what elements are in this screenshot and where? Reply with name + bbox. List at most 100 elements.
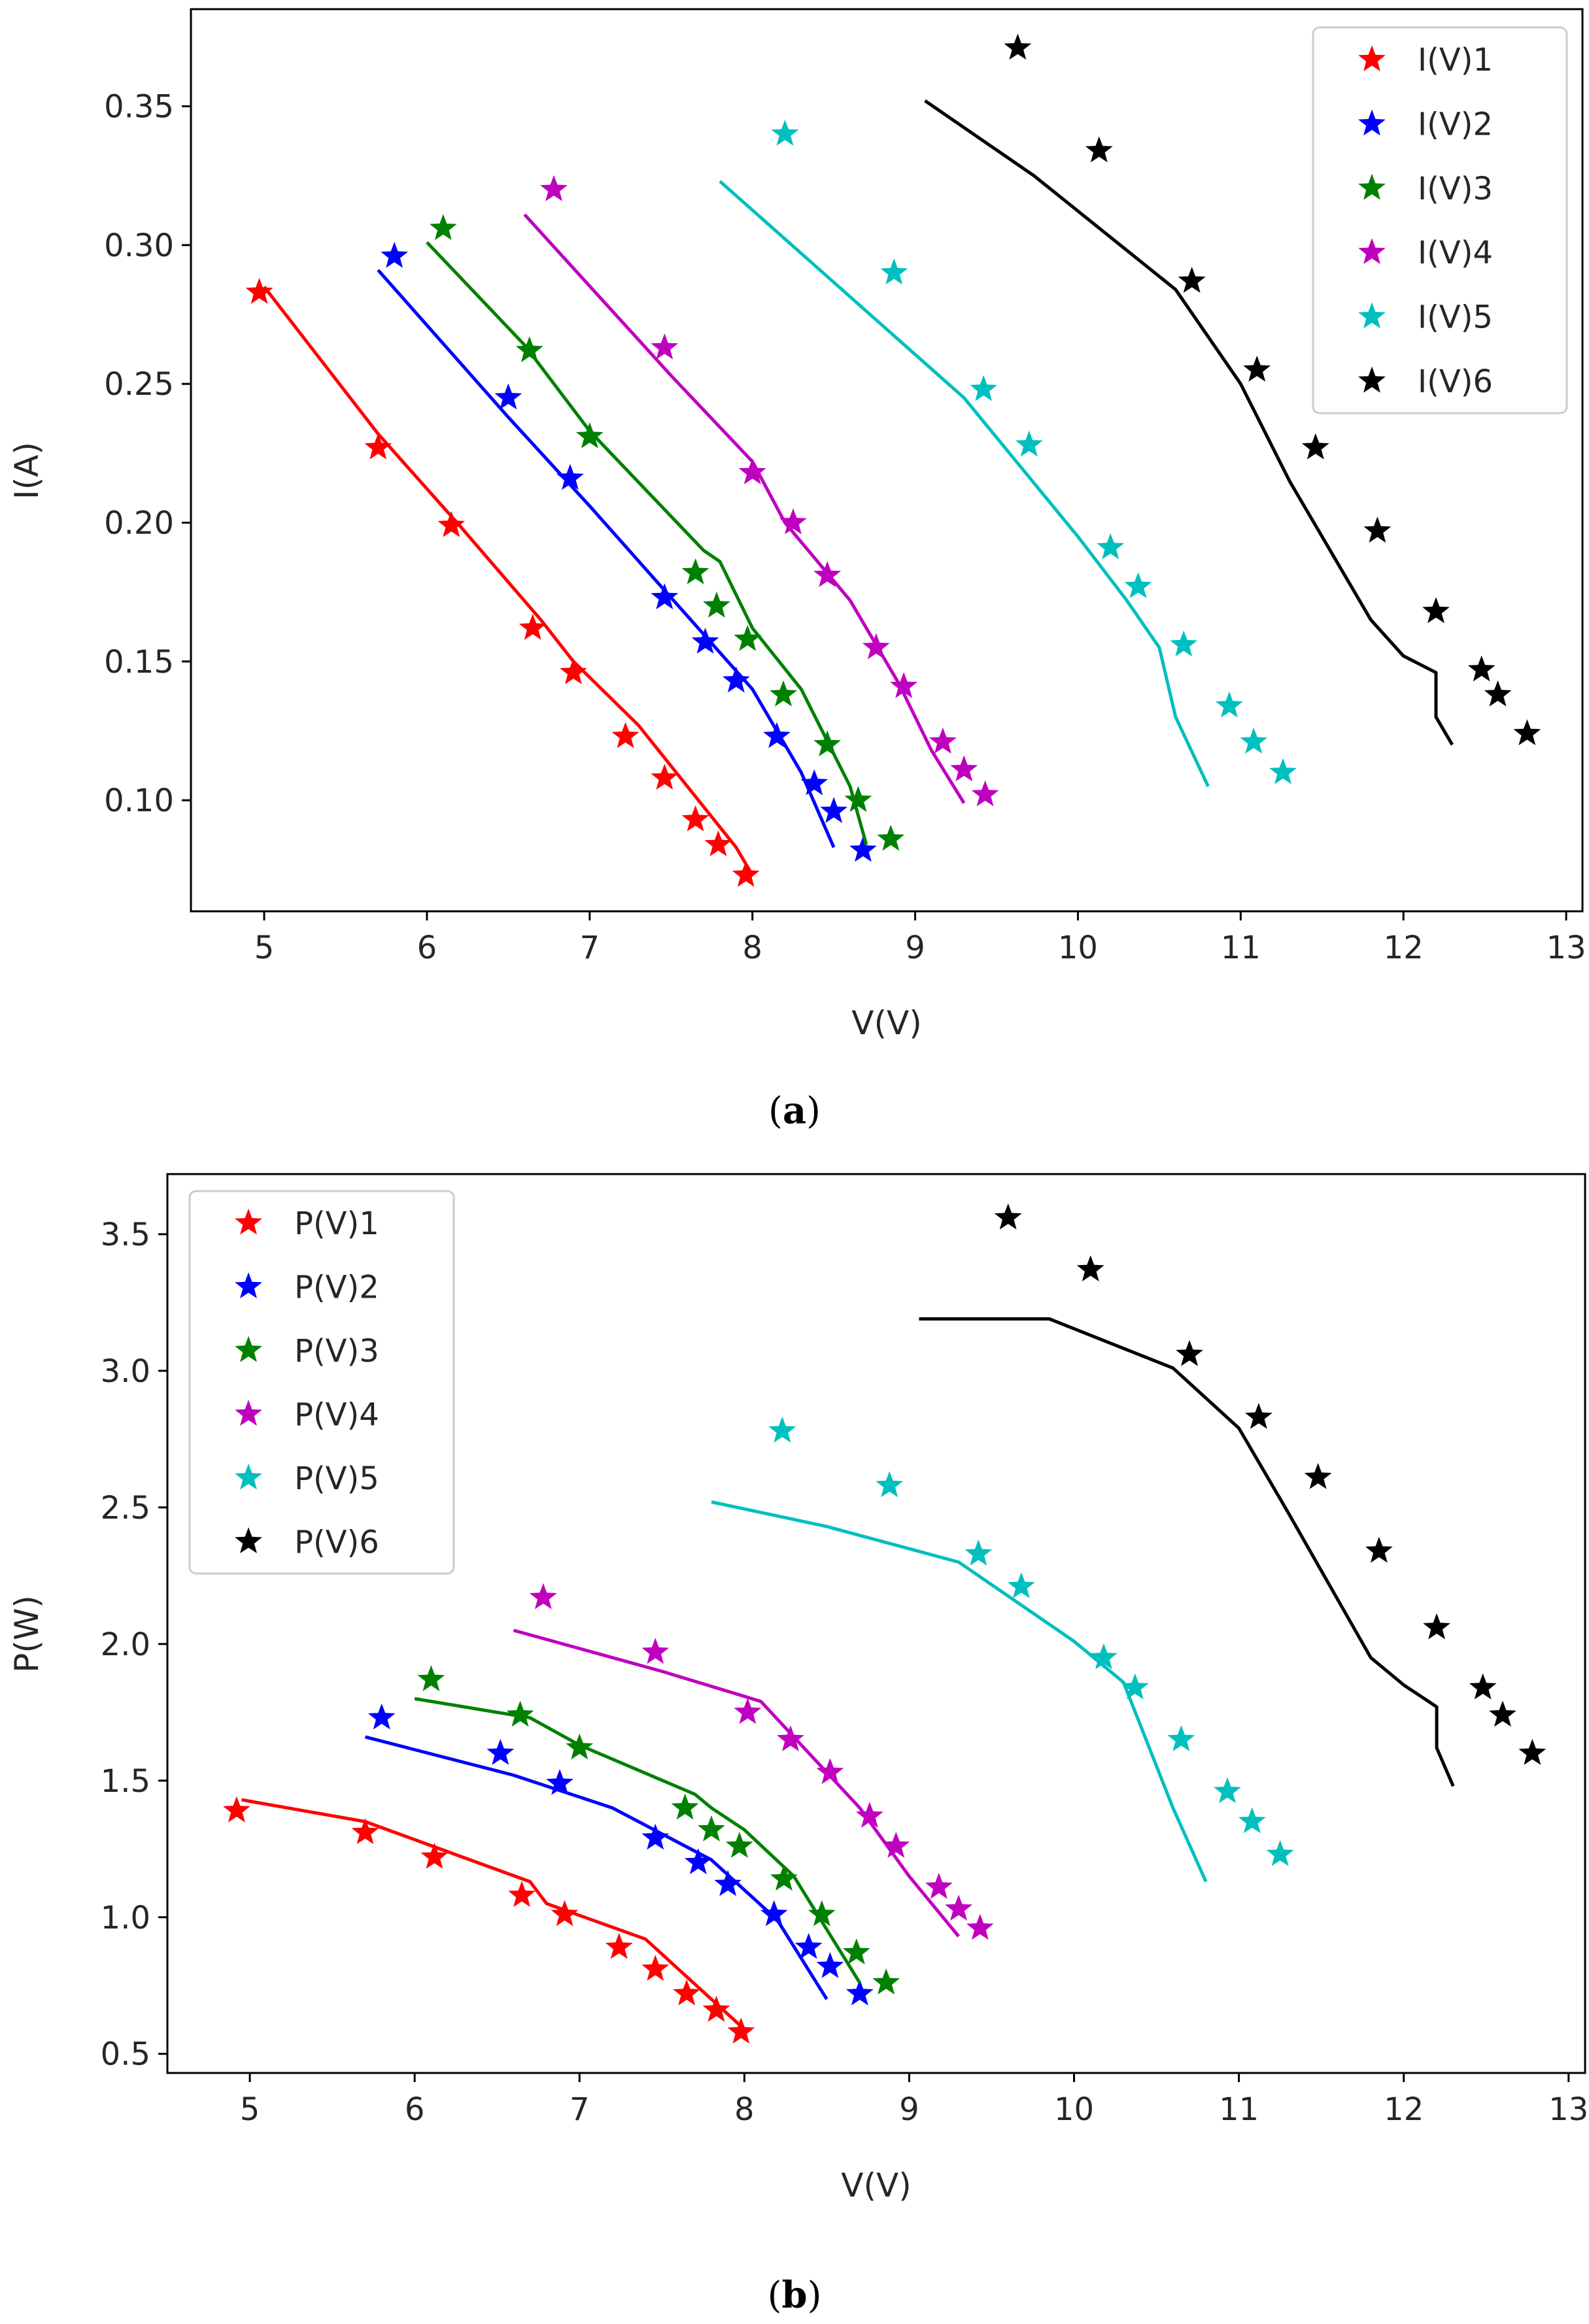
data-point	[890, 672, 918, 698]
series-5	[719, 120, 1297, 787]
data-point	[1513, 719, 1541, 745]
data-point	[856, 1802, 883, 1828]
x-tick-label: 13	[1548, 2091, 1588, 2128]
data-point	[420, 1842, 449, 1869]
data-point	[223, 1796, 250, 1823]
data-point	[966, 1913, 994, 1940]
data-point	[487, 1739, 515, 1765]
series-2	[377, 241, 877, 862]
legend-label: I(V)6	[1418, 363, 1493, 400]
data-point	[540, 175, 568, 201]
legend-marker	[235, 1463, 262, 1490]
data-point	[641, 1638, 670, 1664]
x-tick-label: 10	[1054, 2091, 1094, 2128]
data-point	[575, 422, 604, 448]
caption-a: (a)	[768, 1089, 821, 1132]
data-point	[605, 1932, 633, 1959]
data-point	[1365, 1536, 1393, 1563]
data-point	[770, 1864, 798, 1891]
data-point	[929, 728, 957, 754]
x-axis-label: V(V)	[851, 1004, 921, 1042]
data-point	[681, 805, 709, 832]
data-point	[1238, 1807, 1266, 1834]
series-1	[245, 278, 760, 887]
data-point	[437, 511, 466, 537]
series-line	[513, 1628, 960, 1938]
data-point	[519, 613, 547, 640]
chart-b: 5 6 7 8 9 10 11 12 13 0.5 1.0 1.5 2.0 2.5 3.0 3.5 V(V) P(…	[8, 1173, 1588, 2204]
y-tick-label: 0.5	[101, 2036, 150, 2073]
y-tick-label: 3.5	[101, 1217, 150, 1253]
legend-marker	[235, 1400, 262, 1426]
data-point	[1301, 433, 1329, 460]
data-point	[876, 1471, 904, 1498]
plot-frame	[166, 1173, 1586, 2074]
data-point	[734, 624, 762, 651]
caption-b: (b)	[768, 2274, 822, 2317]
legend-label: P(V)6	[294, 1524, 379, 1560]
series-line	[414, 1696, 861, 1984]
data-point	[872, 1968, 900, 1995]
y-axis-label: P(W)	[8, 1595, 46, 1673]
data-point	[777, 1725, 804, 1751]
series-line	[919, 1317, 1455, 1787]
series-line	[377, 269, 836, 849]
series-line	[924, 99, 1454, 746]
data-point	[1085, 136, 1113, 163]
legend-label: I(V)4	[1418, 235, 1493, 271]
series-line	[263, 286, 754, 877]
x-tick-label: 12	[1384, 930, 1424, 966]
data-point	[691, 628, 719, 654]
data-point	[722, 666, 750, 693]
legend-label: I(V)1	[1418, 42, 1493, 78]
legend-label: P(V)5	[294, 1460, 379, 1497]
x-tick-label: 13	[1546, 930, 1586, 966]
data-point	[1518, 1739, 1546, 1765]
data-point	[1176, 1339, 1203, 1366]
data-point	[1363, 516, 1392, 543]
data-point	[651, 764, 679, 790]
data-point	[1269, 758, 1297, 784]
data-point	[1121, 1673, 1149, 1700]
data-point	[734, 1698, 762, 1725]
data-point	[673, 1979, 700, 2006]
data-point	[779, 508, 807, 535]
y-tick-label: 1.0	[101, 1900, 150, 1936]
legend-marker	[1358, 109, 1386, 136]
data-point	[684, 1848, 712, 1874]
data-point	[727, 2017, 755, 2044]
data-point	[704, 830, 732, 856]
data-point	[651, 583, 679, 609]
x-tick-label: 7	[570, 2091, 590, 2128]
data-point	[880, 258, 908, 285]
series-line	[364, 1735, 829, 2000]
data-point	[351, 1818, 379, 1844]
data-point	[1243, 356, 1271, 382]
series-5	[711, 1416, 1294, 1883]
y-axis-label: I(A)	[8, 442, 46, 499]
data-point	[546, 1769, 573, 1795]
data-point	[1124, 572, 1152, 598]
series-line	[241, 1798, 745, 2030]
y-tick-label: 3.0	[101, 1353, 150, 1390]
data-point	[1167, 1725, 1195, 1751]
series-line	[719, 180, 1210, 787]
legend-marker	[1358, 302, 1386, 329]
x-tick-label: 6	[417, 930, 437, 966]
legend-box	[1312, 26, 1568, 414]
legend-label: I(V)5	[1418, 299, 1493, 336]
data-point	[364, 433, 392, 460]
data-point	[846, 1979, 874, 2006]
data-point	[1423, 1613, 1450, 1640]
data-point	[738, 458, 766, 484]
data-point	[877, 824, 905, 851]
y-tick-label: 0.10	[104, 783, 174, 819]
series-6	[924, 33, 1541, 746]
data-point	[641, 1955, 670, 1981]
x-tick-label: 8	[734, 2091, 755, 2128]
data-point	[506, 1700, 534, 1727]
data-point	[381, 241, 408, 268]
data-point	[1170, 630, 1198, 657]
data-point	[813, 561, 842, 587]
data-point	[671, 1793, 699, 1820]
